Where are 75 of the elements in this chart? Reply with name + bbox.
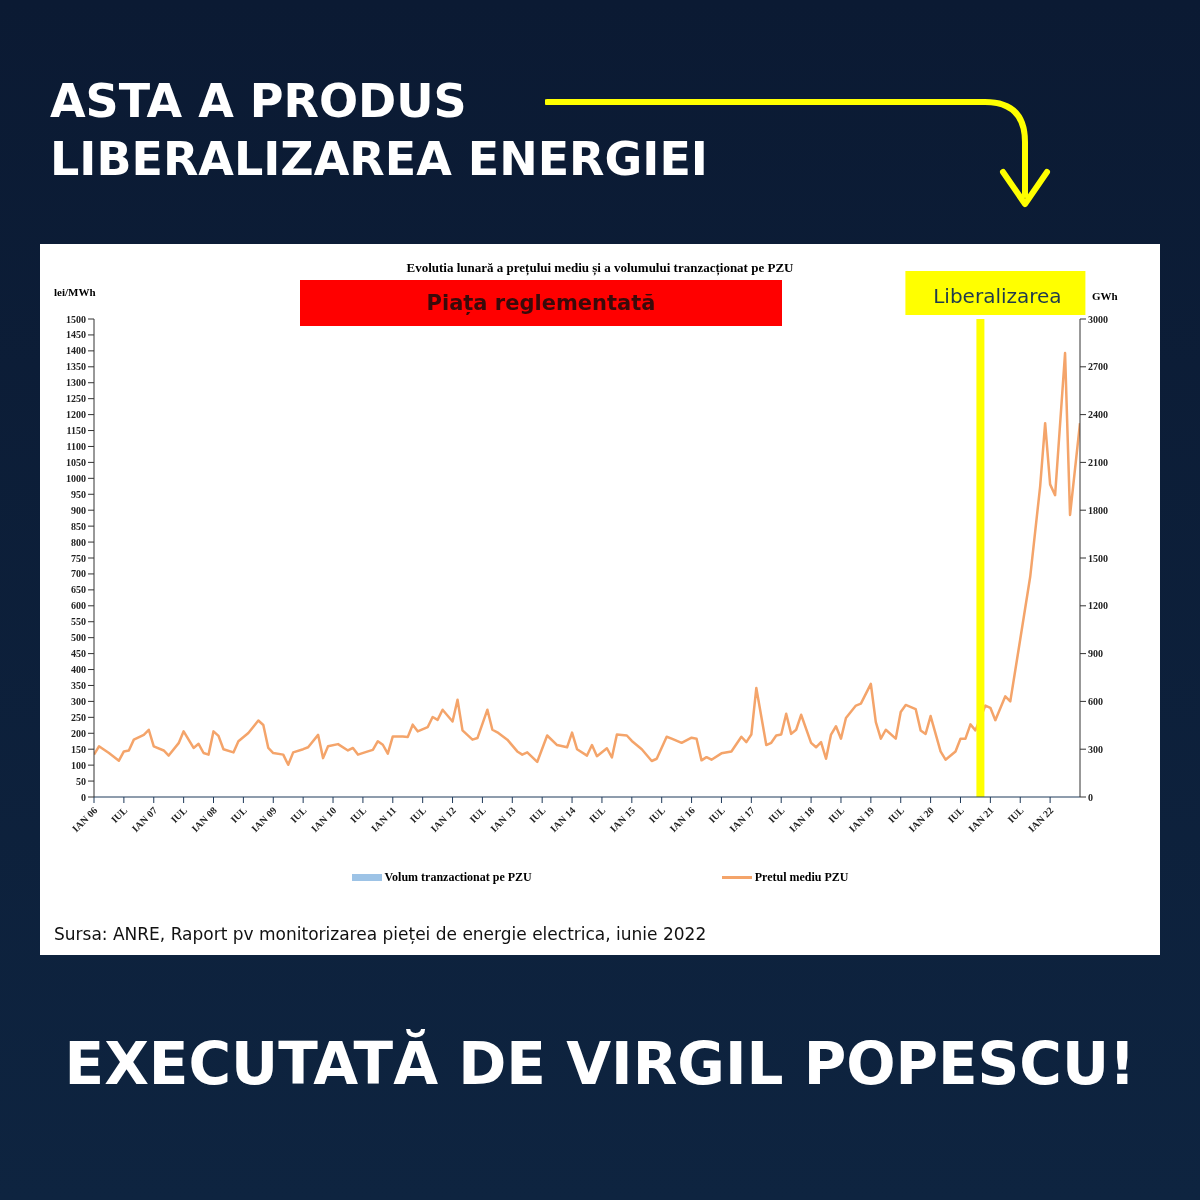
y-tick-label: 650 [71,584,86,596]
x-tick-label: IUL [1005,804,1026,825]
x-tick-label: IUL [527,804,548,825]
y-tick-label: 950 [71,488,86,500]
x-tick-label: IUL [586,804,608,825]
y-tick-label: 350 [71,680,86,692]
text: Sursa: ANRE, Raport pv monitorizarea pieței de energie electrica, iunie 2022 [54,924,707,944]
y2-tick-label: 2100 [1088,456,1108,468]
line-series [94,351,1080,767]
y-tick-label: 1350 [66,361,86,373]
y2-tick-label: 900 [1088,648,1103,660]
y-tick-label: 750 [71,552,86,564]
x-tick-label: IUL [766,804,787,825]
x-tick-label: IAN 16 [667,804,697,835]
x-tick-label: IUL [826,804,847,825]
y2-tick-label: 3000 [1088,313,1108,325]
x-tick-label: IAN 20 [906,804,937,835]
x-tick-label: IUL [407,804,429,825]
x-tick-label: IUL [108,804,130,825]
y-tick-label: 900 [71,504,86,516]
x-tick-label: IAN 15 [607,804,638,835]
x-tick-label: IUL [467,804,489,825]
text: ASTA A PRODUS LIBERALIZAREA ENERGIEI [50,73,709,188]
ref-line-label: Liberalizarea [933,284,1062,308]
y-tick-label: 550 [71,616,86,628]
y-tick-label: 500 [71,632,86,644]
y2-tick-label: 600 [1088,695,1103,707]
y-tick-label: 1150 [66,425,86,437]
x-tick-label: IUL [885,804,907,825]
x-tick-label: IAN 08 [189,804,219,835]
y2-axis-title: GWh [1092,290,1118,302]
x-tick-label: IUL [347,804,369,825]
y-tick-label: 100 [71,759,86,771]
y2-tick-label: 1200 [1088,600,1108,612]
y-tick-label: 400 [71,664,86,676]
y-tick-label: 250 [71,711,86,723]
y-tick-label: 700 [71,568,86,580]
y-tick-label: 1000 [66,472,86,484]
y-tick-label: 600 [71,600,86,612]
y-tick-label: 1250 [66,393,86,405]
y2-tick-label: 2700 [1088,361,1108,373]
x-tick-label: IAN 11 [369,804,399,834]
y-tick-label: 1300 [66,377,86,389]
y-tick-label: 200 [71,727,86,739]
y-tick-label: 50 [76,775,86,787]
y-tick-label: 1050 [66,456,86,468]
y-tick-label: 0 [81,791,86,803]
x-tick-label: IAN 07 [129,804,160,835]
y-tick-label: 850 [71,520,86,532]
y2-tick-label: 0 [1088,791,1093,803]
chart-title: Evolutia lunară a prețului mediu și a volumului tranzacționat pe PZU [405,260,795,276]
y-tick-label: 1400 [66,345,86,357]
x-tick-label: IUL [646,804,668,825]
y-tick-label: 1450 [66,329,86,341]
y-tick-label: 150 [71,743,86,755]
x-tick-label: IAN 12 [428,804,458,835]
text: EXECUTATĂ DE VIRGIL POPESCU! [63,1030,1137,1098]
y2-tick-label: 2400 [1088,409,1108,421]
y2-tick-label: 300 [1088,743,1103,755]
x-tick-label: IUL [228,804,250,825]
y-tick-label: 1100 [66,441,86,453]
y2-tick-label: 1800 [1088,504,1108,516]
y2-tick-label: 1500 [1088,552,1108,564]
legend-label: Volum tranzactionat pe PZU [384,870,532,885]
x-tick-label: IUL [288,804,309,825]
legend-label: Pretul mediu PZU [754,870,849,885]
y-tick-label: 300 [71,695,86,707]
y-axis-title: lei/MWh [54,286,96,298]
x-tick-label: IUL [168,804,190,825]
x-tick-label: IUL [706,804,728,825]
y-tick-label: 800 [71,536,86,548]
y-tick-label: 1500 [66,313,86,325]
y-tick-label: 450 [71,648,86,660]
y-tick-label: 1200 [66,409,86,421]
x-tick-label: IUL [945,804,967,825]
